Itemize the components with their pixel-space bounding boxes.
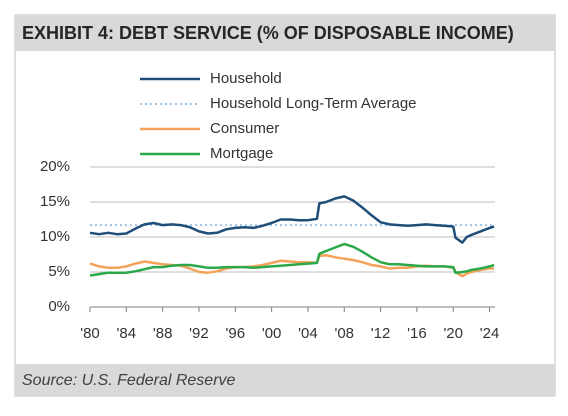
series-line <box>89 195 495 244</box>
series-line <box>89 242 495 277</box>
x-tick-label: '88 <box>153 325 173 342</box>
source-note: Source: U.S. Federal Reserve <box>22 372 236 389</box>
x-tick-label: '12 <box>371 325 391 342</box>
legend-label: Household <box>210 70 282 87</box>
x-tick-label: '80 <box>80 325 100 342</box>
footer-bar <box>15 364 555 396</box>
y-tick-label: 0% <box>48 298 70 315</box>
x-tick-label: '04 <box>298 325 318 342</box>
chart-frame <box>14 14 556 397</box>
x-tick-label: '08 <box>334 325 354 342</box>
x-tick-label: '16 <box>407 325 427 342</box>
legend-label: Mortgage <box>210 145 273 162</box>
y-tick-label: 10% <box>40 228 70 245</box>
x-tick-label: '84 <box>117 325 137 342</box>
chart-title: EXHIBIT 4: DEBT SERVICE (% OF DISPOSABLE… <box>22 23 514 43</box>
x-tick-label: '20 <box>443 325 463 342</box>
x-tick-label: '92 <box>189 325 209 342</box>
x-tick-label: '24 <box>480 325 500 342</box>
y-tick-label: 5% <box>48 263 70 280</box>
legend-label: Household Long-Term Average <box>210 95 417 112</box>
header-bar <box>15 15 555 51</box>
y-tick-label: 15% <box>40 193 70 210</box>
x-tick-label: '96 <box>226 325 246 342</box>
y-tick-label: 20% <box>40 158 70 175</box>
legend-label: Consumer <box>210 120 279 137</box>
x-tick-label: '00 <box>262 325 282 342</box>
